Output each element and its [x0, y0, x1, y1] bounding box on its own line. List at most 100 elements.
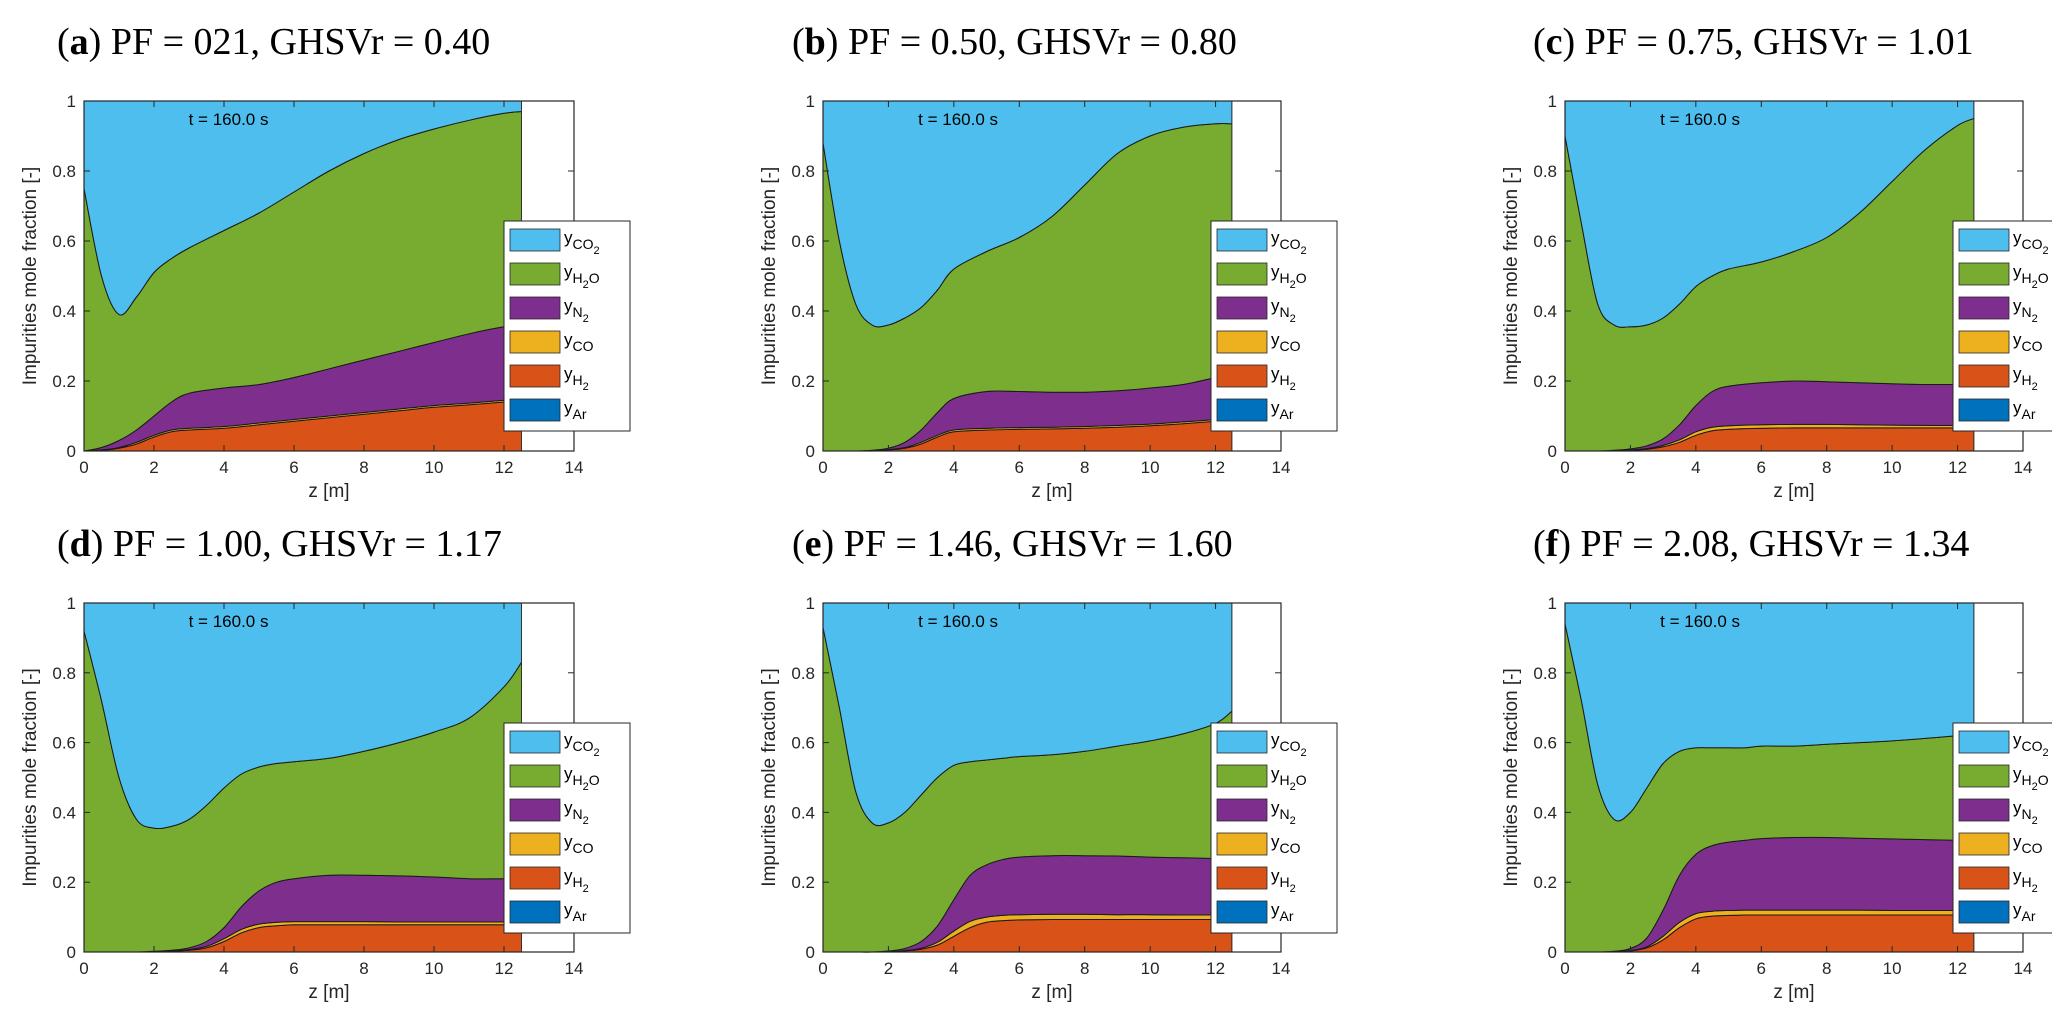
x-tick-label: 4	[219, 458, 228, 477]
y-tick-label: 0.2	[1533, 372, 1557, 391]
legend-box	[1210, 722, 1338, 934]
x-tick-label: 14	[2014, 458, 2033, 477]
time-annotation: t = 160.0 s	[918, 612, 998, 631]
legend-item-co: yCO	[509, 330, 594, 354]
x-tick-label: 6	[289, 959, 298, 978]
panel-title: (f) PF = 2.08, GHSVr = 1.34	[1533, 523, 1969, 565]
legend-label: yN2	[2013, 296, 2038, 325]
legend-label: yCO2	[1271, 730, 1307, 759]
legend-label: yN2	[1271, 798, 1296, 827]
legend-item-ar: yAr	[1216, 398, 1294, 422]
legend-swatch	[1216, 228, 1268, 252]
y-tick-label: 0.2	[791, 873, 815, 892]
x-tick-label: 4	[949, 458, 958, 477]
panel-a: (a) PF = 021, GHSVr = 0.40 0 2 4 6 8 10 12 14 0 0.…	[20, 21, 631, 502]
legend-label: yCO2	[1271, 228, 1307, 257]
x-axis-label: z [m]	[308, 481, 349, 502]
legend-label: yH2O	[2013, 262, 2049, 291]
legend-swatch	[1216, 262, 1268, 286]
legend-label: yCO	[2013, 330, 2043, 354]
legend-label: yN2	[564, 798, 589, 827]
y-tick-label: 0.8	[791, 664, 815, 683]
y-tick-label: 0.6	[791, 232, 815, 251]
legend-label: yH2O	[2013, 764, 2049, 793]
legend-item-co: yCO	[1216, 330, 1301, 354]
legend-box	[1952, 220, 2052, 432]
legend-box	[1210, 220, 1338, 432]
x-tick-label: 0	[818, 959, 827, 978]
x-tick-label: 12	[1206, 458, 1225, 477]
legend-swatch	[509, 798, 561, 822]
legend-swatch	[509, 330, 561, 354]
y-tick-label: 0	[67, 943, 76, 962]
x-tick-label: 8	[1822, 458, 1831, 477]
x-tick-label: 14	[1272, 458, 1291, 477]
legend: yCO2 yH2O yN2 yCO yH2 yAr	[503, 220, 631, 432]
time-annotation: t = 160.0 s	[1660, 110, 1740, 129]
legend: yCO2 yH2O yN2 yCO yH2 yAr	[1210, 220, 1338, 432]
x-tick-label: 12	[495, 959, 514, 978]
x-tick-label: 8	[1822, 959, 1831, 978]
legend-label: yH2O	[564, 764, 600, 793]
legend-label: yH2	[1271, 866, 1296, 895]
legend-label: yCO	[564, 330, 594, 354]
x-tick-label: 14	[565, 458, 584, 477]
legend-item-co: yCO	[1216, 832, 1301, 856]
legend-item-n2: yN2	[509, 296, 589, 325]
y-axis-label: Impurities mole fraction [-]	[1501, 167, 1522, 386]
y-tick-label: 0.8	[52, 664, 76, 683]
time-annotation: t = 160.0 s	[918, 110, 998, 129]
x-tick-label: 8	[359, 458, 368, 477]
x-tick-label: 8	[359, 959, 368, 978]
legend-label: yCO2	[564, 228, 600, 257]
x-tick-label: 4	[1691, 959, 1700, 978]
y-tick-label: 0	[1548, 943, 1557, 962]
y-tick-label: 0	[1548, 442, 1557, 461]
legend-item-co2: yCO2	[1216, 228, 1307, 257]
y-tick-label: 0.2	[1533, 873, 1557, 892]
legend-label: yH2	[564, 364, 589, 393]
legend-item-ar: yAr	[509, 900, 587, 924]
y-axis-label: Impurities mole fraction [-]	[20, 668, 41, 887]
x-tick-label: 10	[1141, 959, 1160, 978]
legend-item-n2: yN2	[509, 798, 589, 827]
y-axis-label: Impurities mole fraction [-]	[1501, 668, 1522, 887]
legend-item-n2: yN2	[1216, 296, 1296, 325]
legend-swatch	[509, 364, 561, 388]
legend-label: yH2	[2013, 866, 2038, 895]
legend-swatch	[1958, 262, 2010, 286]
legend-box	[1952, 722, 2052, 934]
x-tick-label: 6	[1757, 458, 1766, 477]
legend-label: yCO2	[564, 730, 600, 759]
y-axis-label: Impurities mole fraction [-]	[759, 167, 780, 386]
legend-item-ar: yAr	[509, 398, 587, 422]
x-tick-label: 14	[1272, 959, 1291, 978]
legend-item-ar: yAr	[1958, 900, 2036, 924]
panel-e: (e) PF = 1.46, GHSVr = 1.60 0 2 4 6 8 10 12 14 0 0…	[759, 523, 1338, 1003]
legend-swatch	[1216, 764, 1268, 788]
x-tick-label: 0	[1560, 458, 1569, 477]
legend-item-h2o: yH2O	[1958, 764, 2049, 793]
y-tick-label: 0.4	[52, 302, 76, 321]
x-tick-label: 0	[79, 959, 88, 978]
legend-item-h2: yH2	[1958, 364, 2038, 393]
legend-swatch	[1958, 900, 2010, 924]
legend-label: yN2	[2013, 798, 2038, 827]
legend-item-h2o: yH2O	[509, 262, 600, 291]
legend-label: yCO	[1271, 832, 1301, 856]
legend-swatch	[1216, 398, 1268, 422]
panel-title: (d) PF = 1.00, GHSVr = 1.17	[57, 523, 502, 565]
legend-box	[503, 220, 631, 432]
legend-item-h2: yH2	[1958, 866, 2038, 895]
x-tick-label: 12	[1948, 458, 1967, 477]
legend-label: yN2	[1271, 296, 1296, 325]
legend-label: yH2O	[564, 262, 600, 291]
x-tick-label: 10	[425, 959, 444, 978]
y-tick-label: 0.2	[52, 873, 76, 892]
legend-swatch	[1216, 730, 1268, 754]
panel-title-text: PF = 1.00, GHSVr = 1.17	[103, 523, 501, 565]
y-tick-label: 0.2	[791, 372, 815, 391]
x-axis-label: z [m]	[308, 982, 349, 1003]
